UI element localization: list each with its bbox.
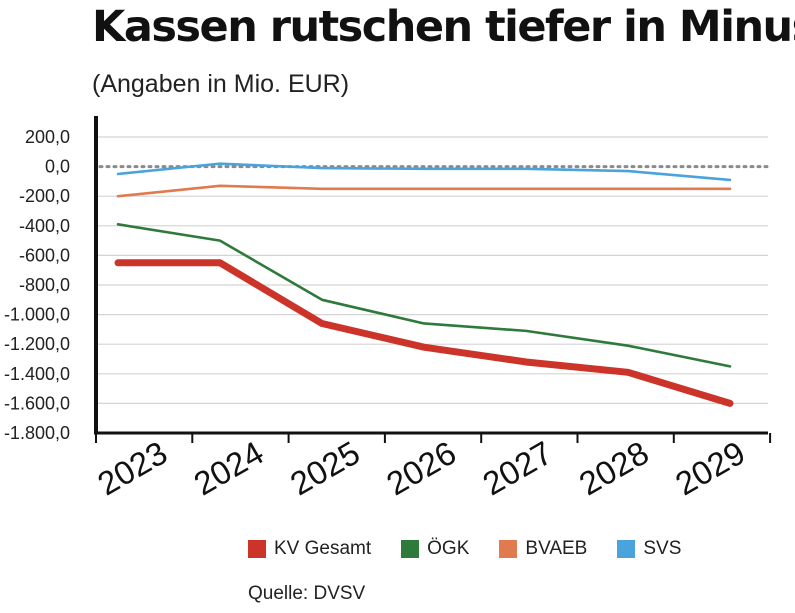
y-tick-label: 200,0 [25, 127, 70, 147]
x-tick-label: 2026 [380, 434, 462, 503]
x-tick-label: 2027 [476, 434, 558, 503]
series-lines [114, 162, 734, 407]
series-line-bvaeb [116, 184, 732, 198]
legend-item: SVS [617, 538, 681, 560]
x-tick-labels: 2023 2024 2025 2026 2027 2028 2029 [91, 434, 751, 503]
legend-label: BVAEB [525, 538, 588, 559]
legend-swatch [401, 540, 420, 558]
y-tick-label: -1.200,0 [4, 334, 70, 354]
legend: KV Gesamt ÖGK BVAEB SVS [248, 538, 681, 560]
y-tick-label: -200,0 [19, 186, 70, 206]
legend-label: SVS [643, 538, 682, 559]
y-tick-label: -1.400,0 [4, 364, 70, 384]
series-line--gk [116, 223, 732, 368]
y-tick-label: -600,0 [19, 245, 70, 265]
legend-swatch [617, 540, 636, 558]
x-tick-label: 2028 [573, 434, 655, 503]
series-line-svs [116, 162, 732, 182]
y-tick-label: -800,0 [19, 275, 70, 295]
legend-item: KV Gesamt [248, 538, 371, 560]
x-tick-label: 2023 [91, 434, 173, 503]
x-tick-label: 2025 [284, 434, 366, 503]
line-chart: 200,0 0,0 -200,0 -400,0 -600,0 -800,0 -1.000,0… [4, 116, 772, 503]
axes [94, 116, 772, 443]
legend-swatch [248, 540, 266, 558]
grid-lines [96, 136, 768, 434]
y-tick-label: -1.000,0 [4, 305, 70, 325]
y-tick-label: -1.600,0 [4, 393, 70, 413]
source-note: Quelle: DVSV [248, 583, 366, 604]
legend-swatch [499, 540, 518, 558]
legend-item: BVAEB [499, 538, 587, 560]
y-tick-labels: 200,0 0,0 -200,0 -400,0 -600,0 -800,0 -1.000,0… [4, 127, 70, 443]
legend-label: ÖGK [427, 538, 470, 559]
chart-subtitle: (Angaben in Mio. EUR) [92, 70, 350, 98]
legend-item: ÖGK [401, 538, 469, 560]
chart-title: Kassen rutschen tiefer in Minus [92, 2, 795, 52]
y-tick-label: -400,0 [19, 216, 70, 236]
y-tick-label: 0,0 [45, 157, 70, 177]
legend-label: KV Gesamt [274, 538, 372, 559]
x-tick-label: 2029 [669, 434, 751, 503]
x-tick-label: 2024 [188, 434, 270, 503]
series-line-kv-gesamt [114, 259, 734, 407]
y-tick-label: -1.800,0 [4, 423, 70, 443]
